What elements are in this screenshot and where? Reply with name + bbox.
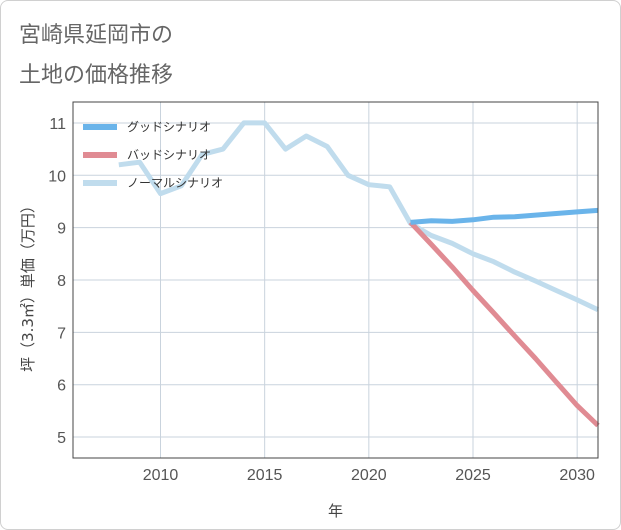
y-tick-label: 8 [57,273,66,290]
axis-ticks: 2010 2015 2020 2025 2030 5 6 7 8 9 10 11 [48,116,595,484]
y-tick-label: 7 [57,325,66,342]
x-tick-label: 2030 [559,467,595,484]
y-tick-label: 9 [57,221,66,238]
chart-card: 宮崎県延岡市の 土地の価格推移 2010 2015 2020 2025 2030 5 6 7 8… [0,0,621,530]
y-axis-title: 坪（3.3㎡）単価（万円） [19,198,37,372]
y-tick-label: 10 [48,168,66,185]
y-tick-label: 6 [57,378,66,395]
series-line-good [411,210,599,222]
y-tick-label: 5 [57,430,66,447]
y-tick-label: 11 [49,116,66,133]
x-tick-label: 2010 [143,467,179,484]
legend-label: グッドシナリオ [127,120,211,134]
x-tick-label: 2020 [351,467,387,484]
series-line-bad [411,222,599,425]
price-line-chart: 2010 2015 2020 2025 2030 5 6 7 8 9 10 11 グッドシナリオバッド… [1,1,621,530]
x-tick-label: 2025 [455,467,491,484]
x-axis-title: 年 [328,502,343,520]
x-tick-label: 2015 [247,467,283,484]
series-lines [119,123,598,426]
legend-label: ノーマルシナリオ [127,176,223,190]
legend-label: バッドシナリオ [127,148,211,162]
